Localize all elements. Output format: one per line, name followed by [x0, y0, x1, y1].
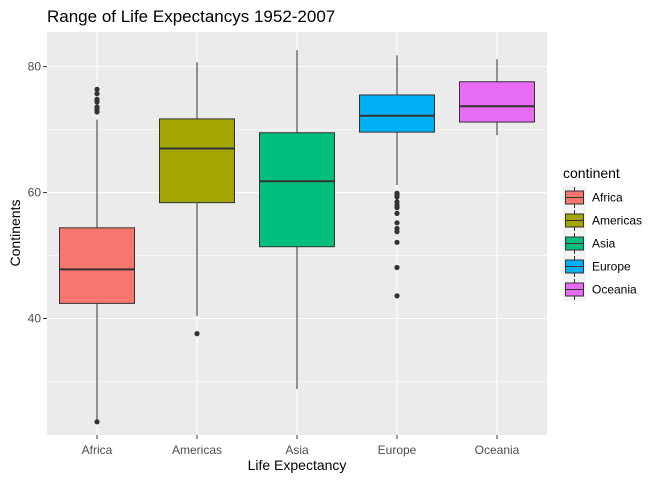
- legend-title: continent: [563, 165, 620, 181]
- outlier-point: [394, 264, 400, 271]
- x-tick-label: Americas: [172, 443, 222, 457]
- box-layer: [59, 50, 535, 425]
- chart-title: Range of Life Expectancys 1952-2007: [47, 7, 335, 26]
- outlier-point: [94, 96, 100, 102]
- y-tick-label: 60: [28, 186, 42, 200]
- legend-label: Americas: [592, 214, 642, 228]
- outlier-point: [94, 104, 100, 110]
- box-iqr: [359, 94, 435, 133]
- x-tick-label: Asia: [285, 443, 309, 457]
- legend-label: Asia: [592, 237, 616, 251]
- y-tick-label: 40: [28, 312, 42, 326]
- y-tick-label: 80: [28, 60, 42, 74]
- x-axis-label: Life Expectancy: [248, 457, 347, 473]
- x-tick-label: Europe: [378, 443, 417, 457]
- legend-item-oceania: Oceania: [563, 278, 637, 301]
- outlier-point: [94, 419, 100, 425]
- box-iqr: [59, 227, 135, 304]
- outlier-point: [394, 199, 400, 205]
- legend-item-americas: Americas: [563, 209, 642, 232]
- legend-item-europe: Europe: [563, 255, 631, 278]
- axis-layer: 40 60 80 Africa Americas Asia Europe Oceania: [28, 60, 520, 457]
- outlier-point: [94, 86, 100, 92]
- box-iqr: [259, 132, 335, 248]
- outlier-point: [94, 91, 100, 97]
- legend: continent Africa Americas Asia Europe Oceani…: [563, 165, 642, 301]
- legend-label: Europe: [592, 260, 631, 274]
- box-iqr: [459, 81, 535, 123]
- box-iqr: [159, 118, 235, 204]
- x-tick-label: Africa: [82, 443, 113, 457]
- box-africa: [59, 86, 135, 425]
- legend-label: Oceania: [592, 283, 637, 297]
- outlier-point: [394, 225, 400, 232]
- box-oceania: [459, 59, 535, 136]
- outlier-point: [394, 293, 400, 299]
- legend-item-africa: Africa: [563, 186, 623, 209]
- outlier-point: [394, 220, 400, 226]
- box-asia: [259, 50, 335, 390]
- legend-item-asia: Asia: [563, 232, 616, 255]
- outlier-point: [394, 210, 400, 216]
- y-axis-label: Continents: [7, 200, 23, 267]
- x-tick-label: Oceania: [475, 443, 520, 457]
- box-europe: [359, 55, 435, 299]
- outlier-point: [394, 190, 400, 196]
- outlier-point: [194, 331, 200, 337]
- outlier-point: [394, 239, 400, 245]
- box-americas: [159, 62, 235, 337]
- legend-label: Africa: [592, 191, 623, 205]
